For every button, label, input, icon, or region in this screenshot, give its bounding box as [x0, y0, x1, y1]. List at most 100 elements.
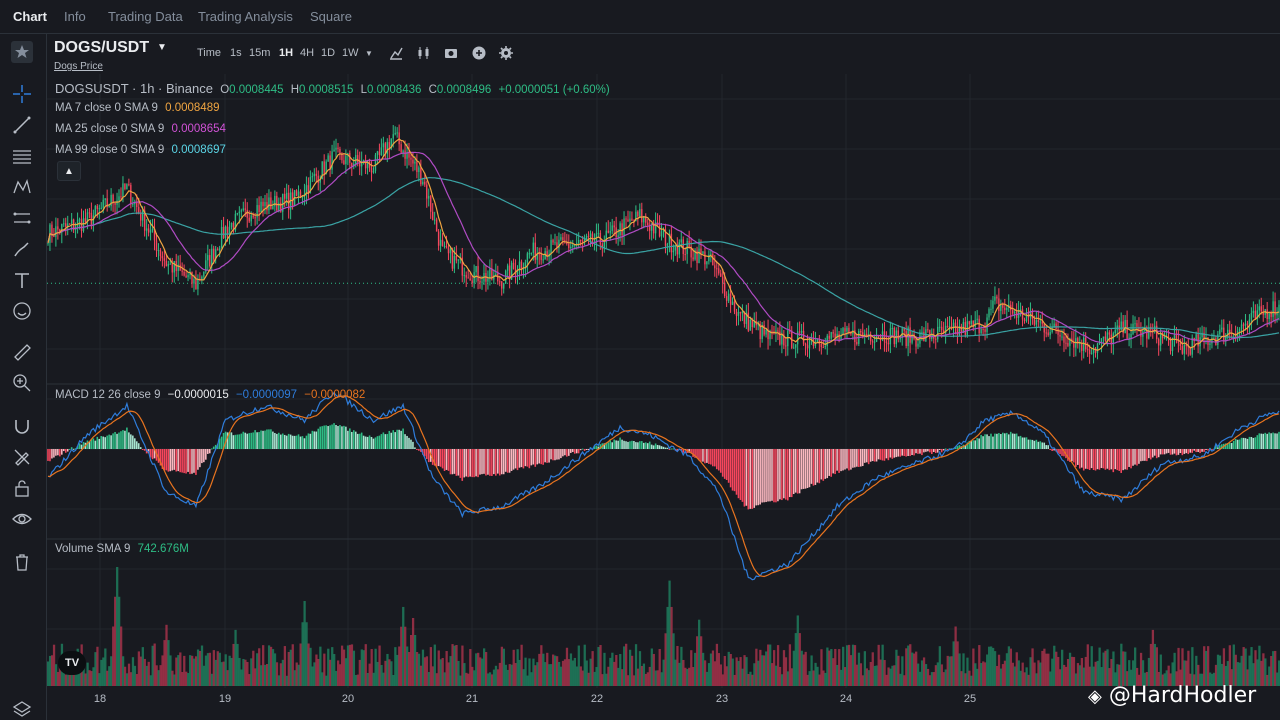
favorite-star-icon[interactable]: [11, 41, 33, 63]
timeframe-1w[interactable]: 1W: [342, 47, 359, 59]
timeframe-time[interactable]: Time: [197, 47, 222, 59]
macd-histogram-bar: [530, 449, 533, 466]
symbol-title[interactable]: DOGS/USDT: [54, 39, 150, 56]
volume-bar: [526, 675, 529, 686]
candle-body: [228, 227, 231, 235]
macd-histogram-bar: [1059, 449, 1061, 455]
layers-icon[interactable]: [11, 698, 33, 720]
macd-histogram-bar: [307, 433, 310, 449]
indicators-icon[interactable]: [388, 45, 404, 61]
horizontal-lines-icon[interactable]: [11, 145, 33, 167]
price-subtitle-link[interactable]: Dogs Price: [54, 61, 103, 72]
macd-histogram-bar: [376, 436, 379, 449]
time-axis[interactable]: 18 19 20 21 22 23 24 25: [47, 688, 1280, 720]
candle-body: [822, 347, 824, 349]
brush-icon[interactable]: [11, 238, 33, 260]
volume-bar: [1037, 660, 1040, 686]
volume-bar: [135, 674, 139, 686]
candle-body: [530, 252, 533, 254]
macd-histogram-bar: [658, 445, 661, 449]
candle-body: [605, 230, 607, 243]
macd-histogram-bar: [593, 446, 596, 449]
candle-type-icon[interactable]: [416, 45, 432, 61]
volume-bar: [761, 655, 764, 686]
macd-histogram-bar: [1268, 432, 1270, 449]
volume-bar: [634, 644, 638, 686]
unlock-icon[interactable]: [11, 477, 33, 499]
candle-body: [491, 268, 493, 280]
macd-histogram-bar: [978, 438, 980, 449]
text-icon[interactable]: [11, 269, 33, 291]
candle-body: [250, 215, 252, 222]
tab-info[interactable]: Info: [64, 9, 86, 24]
symbol-dropdown-caret-icon[interactable]: ▼: [157, 42, 167, 53]
crosshair-icon[interactable]: [11, 83, 33, 105]
volume-bar: [1041, 650, 1044, 686]
macd-histogram-bar: [1207, 449, 1209, 451]
tab-square[interactable]: Square: [310, 9, 352, 24]
volume-bar: [490, 674, 494, 686]
volume-bar: [656, 670, 659, 686]
tab-trading-data[interactable]: Trading Data: [108, 9, 183, 24]
timeframe-1d[interactable]: 1D: [321, 47, 336, 59]
channel-icon[interactable]: [11, 207, 33, 229]
macd-histogram-bar: [1144, 449, 1146, 461]
collapse-legend-button[interactable]: ▲: [57, 161, 81, 181]
price-chart-canvas[interactable]: [47, 74, 1280, 688]
candle-body: [323, 161, 325, 175]
candle-body: [911, 334, 913, 343]
emoji-icon[interactable]: [11, 300, 33, 322]
screenshot-icon[interactable]: [443, 45, 459, 61]
candle-body: [510, 262, 513, 280]
candle-body: [1004, 307, 1006, 311]
macd-histogram-bar: [349, 428, 351, 449]
tab-trading-analysis[interactable]: Trading Analysis: [198, 9, 293, 24]
candle-body: [645, 216, 647, 223]
eye-icon[interactable]: [11, 508, 33, 530]
timeframe-15m[interactable]: 15m: [249, 47, 271, 59]
macd-histogram-bar: [771, 449, 773, 501]
candle-body: [1201, 332, 1203, 338]
macd-histogram-bar: [639, 441, 641, 449]
macd-histogram-bar: [1146, 449, 1148, 462]
lock-drawing-icon[interactable]: [11, 446, 33, 468]
macd-histogram-bar: [879, 449, 882, 460]
settings-icon[interactable]: [498, 45, 514, 61]
volume-bar: [729, 653, 732, 686]
timeframe-more-caret-icon[interactable]: ▼: [365, 49, 373, 58]
tab-chart[interactable]: Chart: [13, 9, 47, 24]
volume-legend: Volume SMA 9 742.676M: [55, 543, 193, 555]
trend-line-icon[interactable]: [11, 114, 33, 136]
magnet-icon[interactable]: [11, 415, 33, 437]
volume-bar: [749, 671, 752, 686]
trash-icon[interactable]: [11, 551, 33, 573]
macd-histogram-bar: [258, 432, 260, 449]
zoom-icon[interactable]: [11, 372, 33, 394]
timeframe-1h[interactable]: 1H: [279, 47, 294, 59]
volume-bar: [911, 652, 914, 686]
macd-histogram-bar: [137, 443, 140, 449]
macd-histogram-bar: [354, 431, 357, 449]
macd-histogram-bar: [262, 430, 264, 449]
candle-body: [222, 226, 225, 239]
volume-bar: [1013, 666, 1016, 686]
macd-histogram-bar: [406, 435, 408, 449]
volume-bar: [988, 646, 991, 686]
candle-body: [416, 161, 418, 173]
pattern-icon[interactable]: [11, 176, 33, 198]
candle-body: [915, 338, 917, 347]
ruler-icon[interactable]: [11, 341, 33, 363]
add-icon[interactable]: [471, 45, 487, 61]
volume-bar: [725, 666, 728, 686]
volume-bar: [494, 665, 498, 686]
macd-histogram-bar: [1080, 449, 1083, 468]
timeframe-1s[interactable]: 1s: [230, 47, 242, 59]
macd-histogram-bar: [380, 434, 383, 449]
candle-body: [224, 226, 227, 239]
candle-body: [1049, 332, 1051, 336]
candle-body: [775, 330, 777, 334]
macd-histogram-bar: [741, 449, 744, 502]
candle-body: [487, 278, 489, 282]
macd-histogram-bar: [1270, 433, 1272, 449]
timeframe-4h[interactable]: 4H: [300, 47, 315, 59]
